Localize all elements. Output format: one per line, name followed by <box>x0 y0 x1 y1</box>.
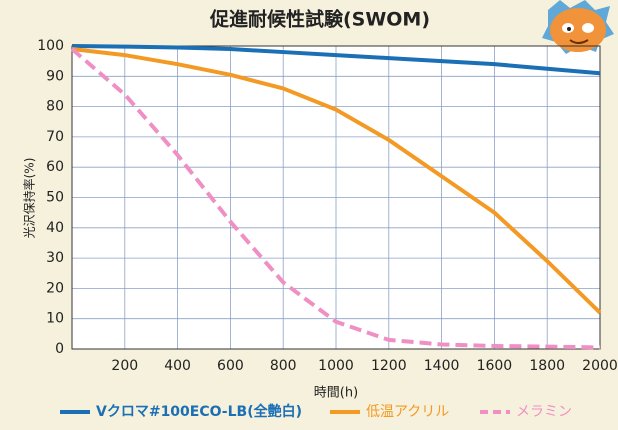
legend-label: メラミン <box>516 404 572 420</box>
x-tick-label: 400 <box>164 358 191 374</box>
x-tick-label: 600 <box>217 358 244 374</box>
y-tick-label: 80 <box>46 99 64 115</box>
x-tick-label: 200 <box>111 358 138 374</box>
chart: 促進耐候性試験(SWOM) 光沢保持率(%) 時間(h) 0 10 20 30 40 50… <box>0 0 618 430</box>
y-tick-label: 70 <box>46 129 64 145</box>
y-tick-label: 10 <box>46 311 64 327</box>
x-tick-label: 800 <box>270 358 297 374</box>
x-tick-label: 1600 <box>477 358 513 374</box>
legend-label: 低温アクリル <box>366 404 449 420</box>
y-tick-label: 90 <box>46 68 64 84</box>
y-tick-label: 50 <box>46 190 64 206</box>
x-tick-label: 1800 <box>529 358 565 374</box>
chart-title: 促進耐候性試験(SWOM) <box>209 8 430 31</box>
y-tick-label: 0 <box>55 341 64 357</box>
x-axis-label: 時間(h) <box>314 386 358 401</box>
y-tick-label: 100 <box>37 38 64 54</box>
legend-label: Vクロマ#100ECO-LB(全艶白) <box>96 403 302 420</box>
y-axis-label: 光沢保持率(%) <box>22 158 37 239</box>
y-tick-label: 40 <box>46 220 64 236</box>
y-tick-label: 60 <box>46 159 64 175</box>
x-tick-label: 1200 <box>371 358 407 374</box>
x-tick-label: 2000 <box>582 358 618 374</box>
y-tick-label: 30 <box>46 250 64 266</box>
x-tick-label: 1400 <box>424 358 460 374</box>
y-tick-label: 20 <box>46 280 64 296</box>
x-tick-label: 1000 <box>318 358 354 374</box>
